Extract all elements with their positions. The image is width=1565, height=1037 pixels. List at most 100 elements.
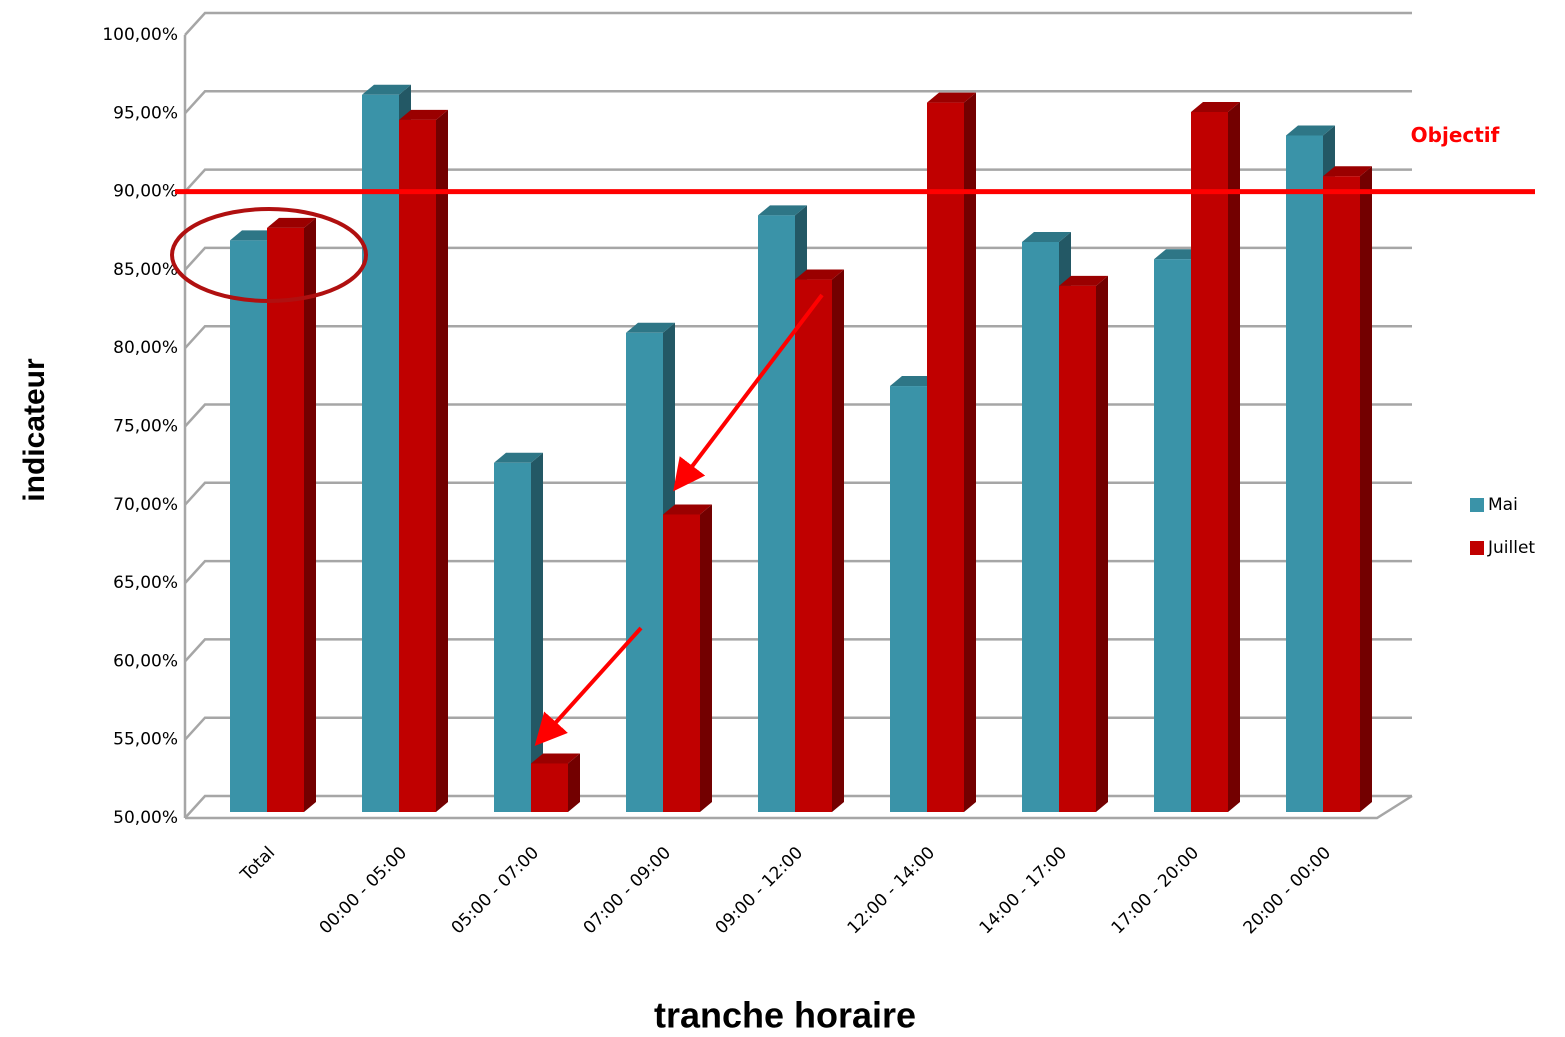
grid-line	[184, 90, 1412, 115]
y-tick-label: 80,00%	[113, 338, 178, 358]
bar-front	[890, 386, 927, 812]
bar-top	[531, 753, 580, 764]
bar-front	[1323, 176, 1360, 813]
bar-front	[230, 240, 267, 812]
grid-line	[184, 716, 1412, 741]
bar	[531, 753, 580, 812]
bar-side	[436, 109, 448, 812]
x-tick-label: 00:00 - 05:00	[316, 843, 411, 938]
grid-line	[184, 638, 1412, 663]
grid-line	[184, 481, 1412, 506]
y-tick-label: 65,00%	[113, 573, 178, 593]
grid-line	[184, 794, 1412, 819]
bar-front	[1286, 135, 1323, 812]
bar	[1059, 275, 1108, 813]
y-tick-label: 85,00%	[113, 260, 178, 280]
bar-side	[964, 92, 976, 813]
bar-top	[890, 376, 939, 387]
bar-front	[531, 763, 568, 812]
bar-front	[626, 332, 663, 812]
bar	[626, 322, 675, 812]
bar-side	[1096, 275, 1108, 813]
x-tick-label: Total	[236, 843, 279, 886]
grid-line	[184, 324, 1412, 350]
x-tick-label: 14:00 - 17:00	[976, 843, 1071, 938]
bar	[795, 269, 844, 812]
bar	[927, 92, 976, 813]
y-tick-label: 55,00%	[113, 730, 178, 750]
bar-top	[927, 92, 976, 103]
bar-top	[230, 230, 279, 241]
x-tick-label: 17:00 - 20:00	[1108, 843, 1203, 938]
arrow	[673, 293, 824, 492]
bar-top	[1059, 275, 1108, 286]
bar-top	[494, 452, 543, 463]
x-tick-label: 07:00 - 09:00	[580, 843, 675, 938]
bar-top	[1154, 249, 1203, 260]
bar-top	[1286, 125, 1335, 136]
bar-top	[362, 84, 411, 95]
bar-top	[795, 269, 844, 280]
bar-top	[1022, 231, 1071, 242]
bar-top	[758, 205, 807, 216]
x-tick-label: 12:00 - 14:00	[844, 843, 939, 938]
y-tick-label: 75,00%	[113, 417, 178, 437]
y-tick-label: 95,00%	[113, 103, 178, 123]
bar-front	[1154, 259, 1191, 812]
legend-label: Mai	[1488, 495, 1518, 515]
x-tick-label: 05:00 - 07:00	[448, 843, 543, 938]
bar-front	[758, 215, 795, 812]
y-tick-label: 90,00%	[113, 182, 178, 202]
bar-side	[1228, 101, 1240, 813]
bar-front	[494, 462, 531, 812]
x-tick-label: 09:00 - 12:00	[712, 843, 807, 938]
legend-swatch	[1470, 541, 1484, 555]
grid-line	[184, 11, 1412, 36]
legend-label: Juillet	[1487, 538, 1535, 558]
bar	[1323, 166, 1372, 813]
bar-side	[568, 753, 580, 812]
bar-front	[267, 227, 304, 812]
floor-edge	[185, 794, 1413, 820]
x-tick-label: 20:00 - 00:00	[1240, 843, 1335, 938]
bar-front	[1022, 241, 1059, 812]
bar-side	[1360, 166, 1372, 813]
y-tick-label: 100,00%	[102, 25, 178, 45]
arrow	[534, 626, 643, 746]
legend-swatch	[1470, 498, 1484, 512]
bar	[267, 217, 316, 812]
x-axis-title: tranche horaire	[654, 995, 916, 1036]
grid-line	[184, 246, 1412, 271]
bar-top	[663, 504, 712, 515]
grid-line	[184, 168, 1412, 193]
grid-line	[184, 559, 1412, 584]
bar-front	[1191, 111, 1228, 813]
bar	[399, 109, 448, 812]
highlight-ellipse	[170, 207, 368, 303]
bar-top	[1323, 166, 1372, 177]
bar-side	[832, 269, 844, 812]
bar-side	[700, 504, 712, 812]
bar	[663, 504, 712, 812]
y-axis-title: indicateur	[18, 358, 51, 502]
plot-area: 50,00% 55,00% 60,00% 65,00% 70,00% 75,00% 80,0…	[102, 11, 1413, 938]
bar-front	[663, 514, 700, 812]
bar-top	[399, 109, 448, 120]
grid-line	[184, 403, 1412, 428]
y-tick-label: 60,00%	[113, 651, 178, 671]
bar-top	[1191, 101, 1240, 112]
y-tick-label: 50,00%	[113, 808, 178, 828]
bar	[1191, 101, 1240, 813]
bar-side	[304, 217, 316, 812]
y-tick-label: 70,00%	[113, 495, 178, 515]
bar-top	[267, 217, 316, 228]
bar-front	[362, 94, 399, 813]
bar-front	[795, 279, 832, 812]
objective-label: Objectif	[1411, 123, 1500, 147]
bar-front	[1059, 285, 1096, 813]
bar	[494, 452, 543, 812]
bar-front	[399, 119, 436, 812]
bar-top	[626, 322, 675, 333]
bar-front	[927, 102, 964, 813]
